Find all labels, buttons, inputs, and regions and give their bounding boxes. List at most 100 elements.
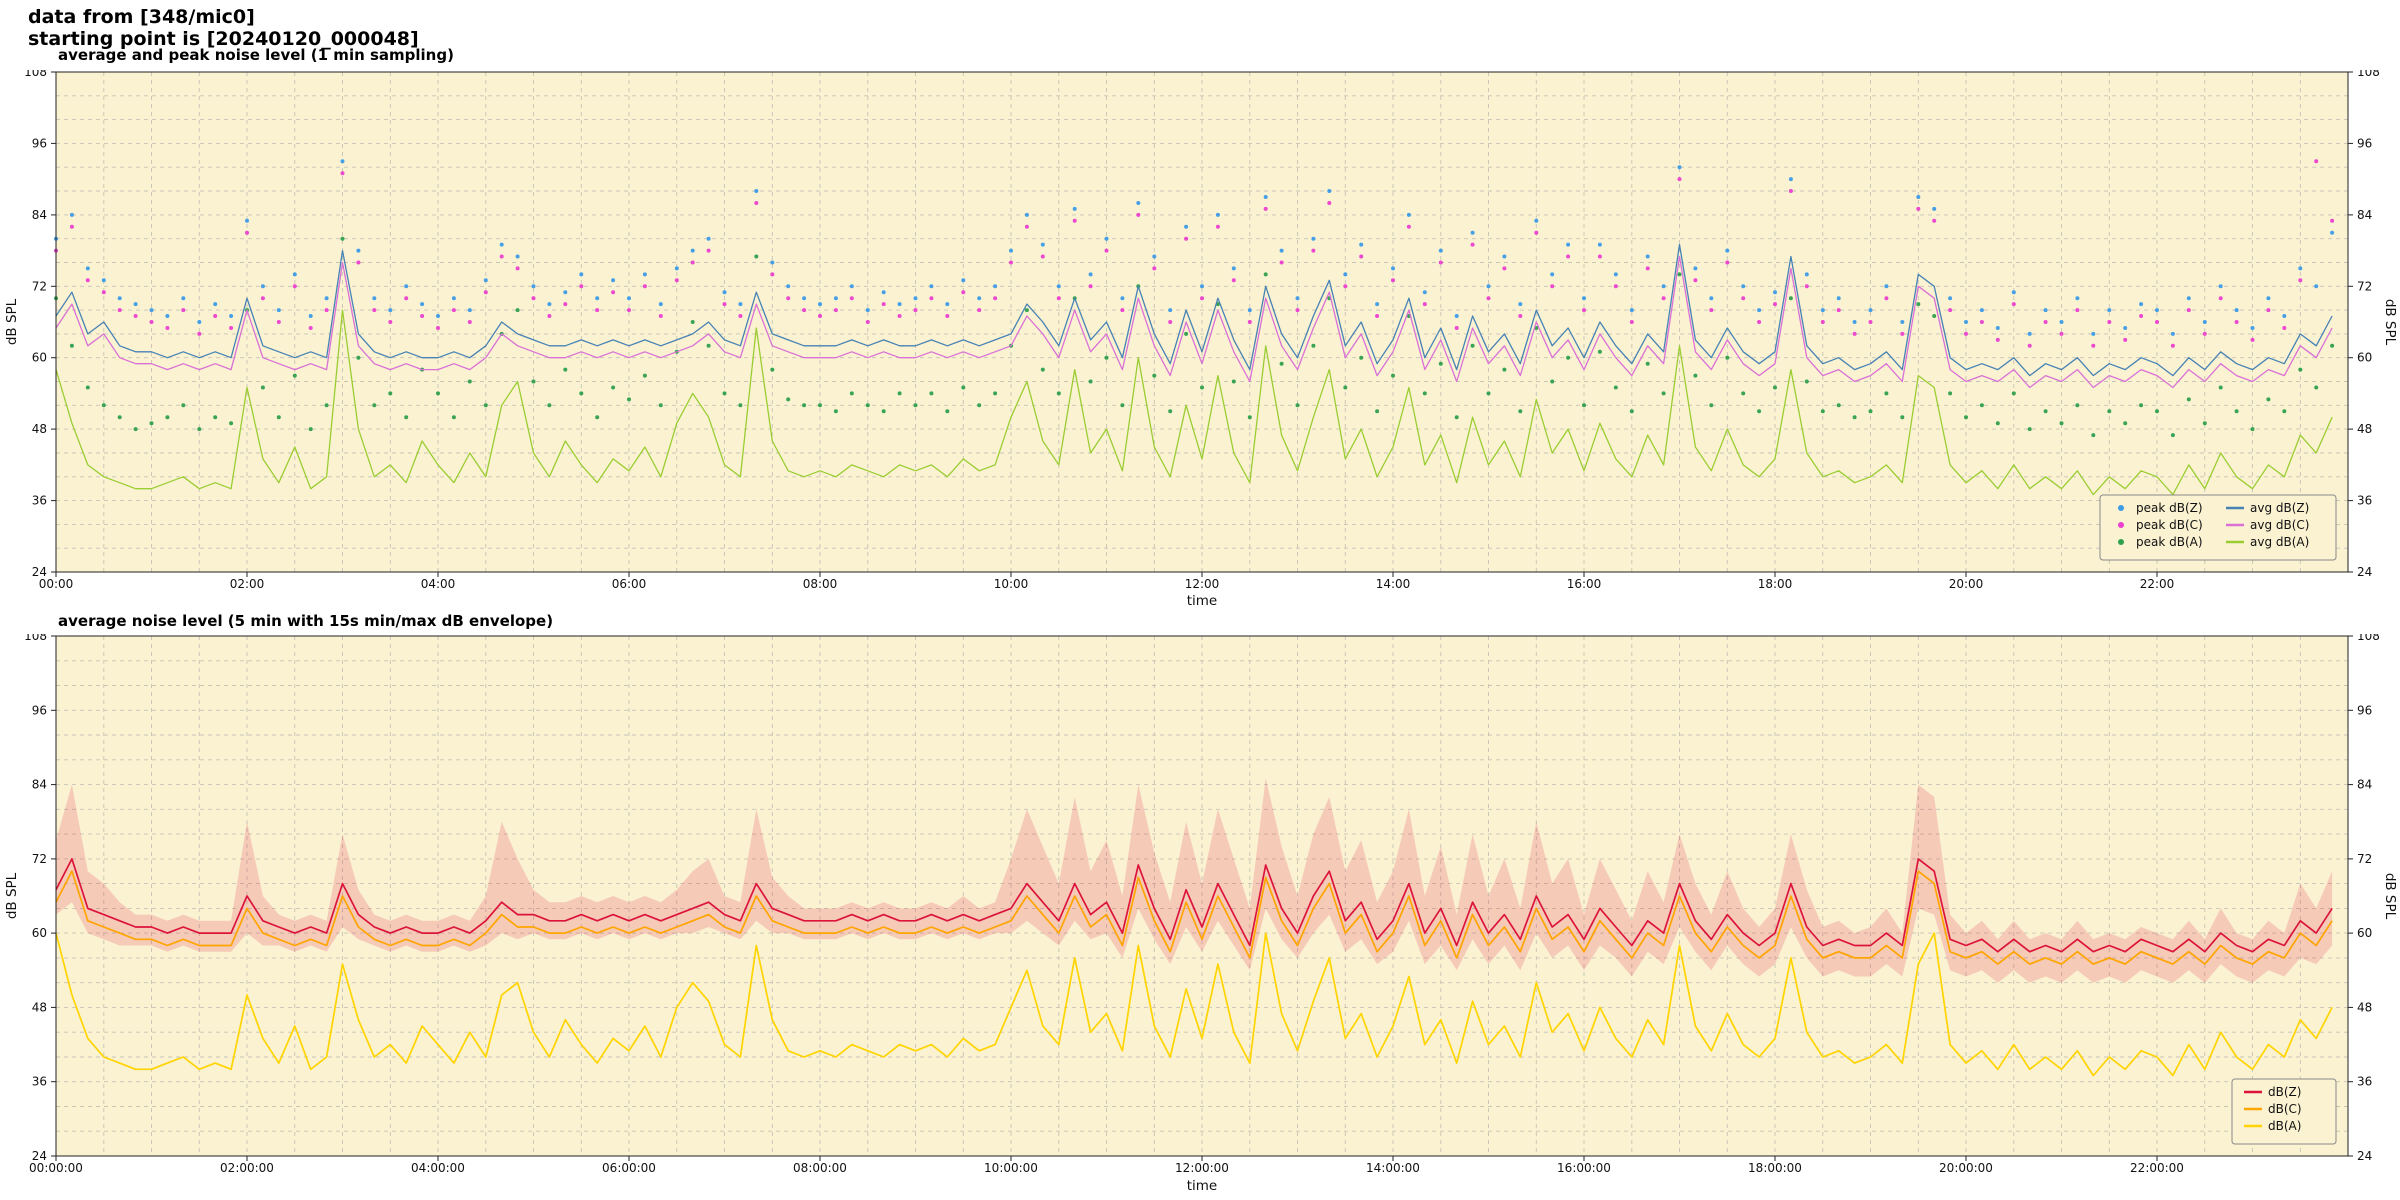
legend-box bbox=[2099, 494, 2337, 561]
y-tick-label: 72 bbox=[2357, 279, 2372, 293]
x-tick-label: 22:00:00 bbox=[2130, 1161, 2184, 1175]
x-axis: 00:00:00 02:00:00 04:00:00 06:00:00 08:00:00… bbox=[29, 1156, 2184, 1175]
legend-marker-peak-db-c bbox=[2118, 522, 2124, 528]
y-tick-label: 36 bbox=[32, 1075, 47, 1089]
legend-label: peak dB(A) bbox=[2136, 535, 2203, 549]
header-data-source: data from [348/mic0] bbox=[28, 6, 255, 28]
y-tick-label: 96 bbox=[2357, 136, 2372, 150]
y-axis-right: 24 36 48 60 72 84 96 108 bbox=[2348, 629, 2380, 1163]
series-peak-db-a bbox=[54, 236, 2335, 438]
y-tick-label: 108 bbox=[2357, 634, 2380, 643]
series-avg-db-a bbox=[55, 309, 2333, 496]
y-tick-label: 60 bbox=[32, 926, 47, 940]
x-tick-label: 16:00 bbox=[1567, 577, 1602, 591]
x-tick-label: 06:00:00 bbox=[602, 1161, 656, 1175]
y-tick-label: 48 bbox=[32, 422, 47, 436]
legend-label: dB(Z) bbox=[2268, 1085, 2301, 1099]
y-tick-label: 48 bbox=[32, 1000, 47, 1014]
x-tick-label: 02:00:00 bbox=[220, 1161, 274, 1175]
top-chart-title: average and peak noise level (1 min samp… bbox=[58, 46, 454, 64]
y-tick-label: 108 bbox=[24, 70, 47, 79]
series-db-z bbox=[55, 858, 2333, 953]
x-tick-label: 14:00:00 bbox=[1366, 1161, 1420, 1175]
series-avg-db-c bbox=[55, 255, 2333, 389]
y-tick-label: 48 bbox=[2357, 422, 2372, 436]
legend-marker-peak-db-a bbox=[2118, 539, 2124, 545]
y-axis-left: 24 36 48 60 72 84 96 108 bbox=[24, 65, 56, 579]
series-db-c bbox=[55, 870, 2333, 965]
legend-box bbox=[2231, 1078, 2337, 1145]
x-tick-label: 12:00:00 bbox=[1175, 1161, 1229, 1175]
y-tick-label: 24 bbox=[2357, 1149, 2372, 1163]
x-axis-title: time bbox=[1187, 1178, 1218, 1194]
grid bbox=[55, 635, 2349, 1157]
y-tick-label: 96 bbox=[32, 136, 47, 150]
x-tick-label: 04:00:00 bbox=[411, 1161, 465, 1175]
y-axis-title-left: dB SPL bbox=[4, 298, 20, 345]
y-tick-label: 84 bbox=[2357, 778, 2372, 792]
y-axis-left: 24 36 48 60 72 84 96 108 bbox=[24, 629, 56, 1163]
y-tick-label: 84 bbox=[2357, 208, 2372, 222]
y-tick-label: 48 bbox=[2357, 1000, 2372, 1014]
bottom-chart: 00:00:00 02:00:00 04:00:00 06:00:00 08:00:00… bbox=[0, 629, 2400, 1200]
y-tick-label: 72 bbox=[32, 852, 47, 866]
y-tick-label: 24 bbox=[32, 565, 47, 579]
series-peak-db-z bbox=[54, 159, 2335, 336]
legend: peak dB(Z) peak dB(C) peak dB(A) avg dB(Z) a… bbox=[2099, 494, 2337, 561]
x-tick-label: 04:00 bbox=[421, 577, 456, 591]
legend-label: dB(A) bbox=[2268, 1119, 2301, 1133]
x-tick-label: 18:00:00 bbox=[1748, 1161, 1802, 1175]
header-starting-point: starting point is [20240120_000048] bbox=[28, 28, 419, 50]
x-tick-label: 06:00 bbox=[612, 577, 647, 591]
y-tick-label: 108 bbox=[24, 634, 47, 643]
y-tick-label: 60 bbox=[2357, 926, 2372, 940]
x-tick-label: 10:00:00 bbox=[984, 1161, 1038, 1175]
grid bbox=[55, 71, 2349, 573]
legend-label: peak dB(Z) bbox=[2136, 501, 2203, 515]
top-chart: 00:00 02:00 04:00 06:00 08:00 10:00 12:00 14:00… bbox=[0, 65, 2400, 612]
y-tick-label: 36 bbox=[32, 494, 47, 508]
x-tick-label: 22:00 bbox=[2140, 577, 2175, 591]
y-axis-title-right: dB SPL bbox=[2382, 873, 2398, 920]
x-tick-label: 20:00:00 bbox=[1939, 1161, 1993, 1175]
y-tick-label: 60 bbox=[32, 351, 47, 365]
y-axis-title-right: dB SPL bbox=[2382, 299, 2398, 346]
series-peak-db-c bbox=[54, 159, 2335, 348]
y-tick-label: 60 bbox=[2357, 351, 2372, 365]
x-tick-label: 10:00 bbox=[994, 577, 1029, 591]
x-tick-label: 08:00:00 bbox=[793, 1161, 847, 1175]
x-tick-label: 12:00 bbox=[1185, 577, 1220, 591]
x-tick-label: 14:00 bbox=[1376, 577, 1411, 591]
y-tick-label: 108 bbox=[2357, 70, 2380, 79]
x-tick-label: 00:00:00 bbox=[29, 1161, 83, 1175]
y-axis-title-left: dB SPL bbox=[4, 872, 20, 919]
x-tick-label: 18:00 bbox=[1758, 577, 1793, 591]
x-axis: 00:00 02:00 04:00 06:00 08:00 10:00 12:00 14:00… bbox=[39, 572, 2175, 591]
bottom-chart-svg: 00:00:00 02:00:00 04:00:00 06:00:00 08:00:00… bbox=[4, 629, 2398, 1194]
x-tick-label: 16:00:00 bbox=[1557, 1161, 1611, 1175]
y-tick-label: 24 bbox=[2357, 565, 2372, 579]
y-tick-label: 96 bbox=[2357, 703, 2372, 717]
series-db-a bbox=[55, 932, 2333, 1077]
legend-label: avg dB(A) bbox=[2250, 535, 2309, 549]
y-axis-right: 24 36 48 60 72 84 96 108 bbox=[2348, 65, 2380, 579]
legend: dB(Z) dB(C) dB(A) bbox=[2231, 1078, 2337, 1145]
legend-label: avg dB(C) bbox=[2250, 518, 2309, 532]
y-tick-label: 72 bbox=[32, 279, 47, 293]
legend-label: peak dB(C) bbox=[2136, 518, 2203, 532]
bottom-chart-title: average noise level (5 min with 15s min/… bbox=[58, 612, 554, 630]
y-tick-label: 96 bbox=[32, 703, 47, 717]
y-tick-label: 84 bbox=[32, 778, 47, 792]
series-avg-db-z bbox=[55, 243, 2333, 377]
x-tick-label: 00:00 bbox=[39, 577, 74, 591]
x-tick-label: 02:00 bbox=[230, 577, 265, 591]
x-axis-title: time bbox=[1187, 593, 1218, 608]
legend-marker-peak-db-z bbox=[2118, 505, 2124, 511]
x-tick-label: 08:00 bbox=[803, 577, 838, 591]
y-tick-label: 36 bbox=[2357, 494, 2372, 508]
y-tick-label: 72 bbox=[2357, 852, 2372, 866]
x-tick-label: 20:00 bbox=[1949, 577, 1984, 591]
top-chart-svg: 00:00 02:00 04:00 06:00 08:00 10:00 12:00 14:00… bbox=[4, 65, 2398, 609]
y-tick-label: 84 bbox=[32, 208, 47, 222]
